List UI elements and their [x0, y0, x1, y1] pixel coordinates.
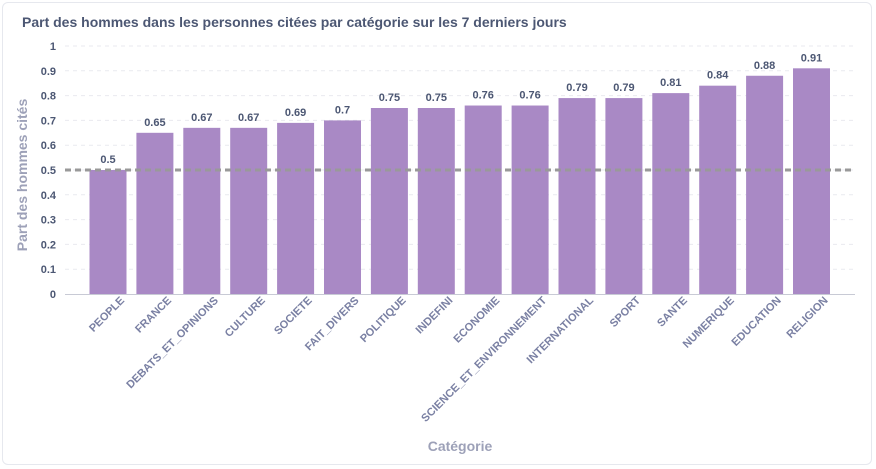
- bar[interactable]: [417, 108, 455, 294]
- x-tick-label: RELIGION: [785, 295, 831, 341]
- data-label: 0.7: [335, 104, 350, 116]
- chart-title: Part des hommes dans les personnes citée…: [22, 14, 567, 30]
- bar[interactable]: [370, 108, 408, 294]
- x-tick-label: SOCIETE: [272, 295, 315, 338]
- bar[interactable]: [277, 122, 315, 294]
- x-tick-label: POLITIQUE: [358, 295, 408, 345]
- x-tick-label: SANTE: [655, 295, 690, 330]
- bar[interactable]: [89, 170, 127, 294]
- data-label: 0.65: [144, 117, 165, 129]
- y-tick-label: 1: [50, 41, 56, 53]
- bar[interactable]: [558, 98, 596, 294]
- data-labels: 0.5 0.65 0.67 0.67 0.69 0.7 0.75 0.75 0.76 0.76 0.…: [100, 52, 822, 166]
- y-tick-label: 0: [50, 289, 56, 301]
- y-tick-label: 0.9: [41, 66, 56, 78]
- y-axis-title: Part des hommes cités: [14, 99, 30, 252]
- data-label: 0.67: [238, 112, 259, 124]
- data-label: 0.81: [660, 77, 681, 89]
- bar[interactable]: [793, 68, 830, 294]
- x-tick-label: DEBATS_ET_OPINIONS: [124, 295, 221, 392]
- bar[interactable]: [183, 127, 221, 294]
- x-tick-label: PEOPLE: [87, 295, 127, 335]
- data-label: 0.67: [191, 112, 212, 124]
- y-tick-label: 0.6: [41, 140, 56, 152]
- y-tick-label: 0.5: [41, 165, 56, 177]
- x-tick-label: EDUCATION: [730, 295, 784, 349]
- x-tick-label: SPORT: [608, 294, 643, 329]
- data-label: 0.76: [519, 90, 540, 102]
- x-tick-label: FRANCE: [133, 295, 174, 336]
- bars: [89, 68, 830, 295]
- bar[interactable]: [746, 75, 784, 294]
- x-tick-label: ECONOMIE: [451, 295, 502, 346]
- bar[interactable]: [136, 132, 174, 294]
- data-label: 0.84: [707, 70, 729, 82]
- bar[interactable]: [324, 120, 361, 295]
- data-label: 0.75: [379, 92, 400, 104]
- x-tick-label: INDEFINI: [414, 295, 456, 337]
- y-tick-label: 0.7: [41, 115, 56, 127]
- y-tick-label: 0.8: [41, 91, 56, 103]
- bar[interactable]: [605, 98, 643, 294]
- y-tick-label: 0.2: [41, 239, 56, 251]
- data-label: 0.75: [426, 92, 447, 104]
- y-tick-label: 0.3: [41, 215, 56, 227]
- bar[interactable]: [230, 127, 268, 294]
- y-tick-label: 0.4: [41, 190, 57, 202]
- x-tick-label: CULTURE: [223, 295, 268, 340]
- data-label: 0.5: [100, 154, 115, 166]
- data-label: 0.79: [566, 82, 587, 94]
- data-label: 0.79: [613, 82, 634, 94]
- bar[interactable]: [699, 85, 737, 295]
- bar[interactable]: [511, 105, 549, 295]
- data-label: 0.91: [801, 52, 822, 64]
- data-label: 0.69: [285, 107, 306, 119]
- bar[interactable]: [464, 105, 502, 295]
- y-axis-ticks: 0 0.1 0.2 0.3 0.4 0.5 0.6 0.7 0.8 0.9 1: [41, 41, 57, 301]
- data-label: 0.88: [754, 60, 775, 72]
- x-axis-title: Catégorie: [428, 438, 493, 454]
- bar[interactable]: [652, 93, 690, 295]
- y-tick-label: 0.1: [41, 264, 56, 276]
- data-label: 0.76: [472, 90, 493, 102]
